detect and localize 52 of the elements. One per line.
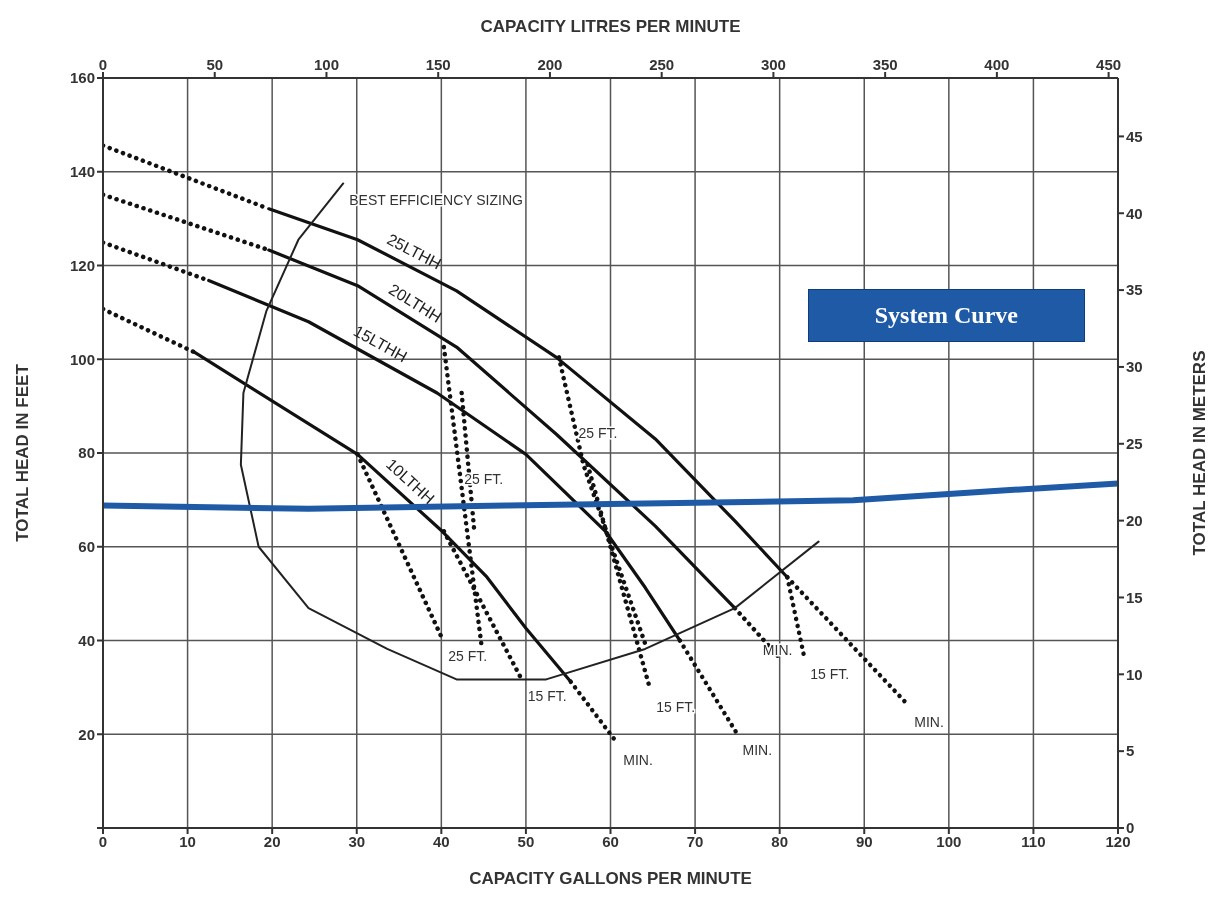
x2-tick-label: 350 <box>872 56 898 73</box>
y-tick-label: 160 <box>69 69 95 87</box>
y-axis-title: TOTAL HEAD IN FEET <box>13 363 33 542</box>
annotation: MIN. <box>623 752 653 769</box>
annotation: 25 FT. <box>464 471 504 488</box>
annotation: 15 FT. <box>527 688 567 705</box>
y2-tick-label: 5 <box>1126 742 1135 760</box>
x-tick-label: 10 <box>179 832 196 850</box>
y2-tick-label: 45 <box>1126 127 1143 145</box>
text: System Curve <box>807 288 1085 342</box>
y2-tick-label: 20 <box>1126 511 1143 529</box>
x-tick-label: 0 <box>98 832 108 850</box>
x2-tick-label: 250 <box>649 56 675 73</box>
y2-tick-label: 30 <box>1126 358 1143 376</box>
annotation: MIN. <box>742 741 773 758</box>
y2-tick-label: 10 <box>1126 665 1143 683</box>
y2-tick-label: 35 <box>1126 281 1143 299</box>
x-axis-title: CAPACITY GALLONS PER MINUTE <box>469 869 752 888</box>
y-tick-label: 80 <box>78 444 95 462</box>
x-tick-label: 20 <box>263 832 281 850</box>
annotation: MIN. <box>914 714 944 731</box>
x-tick-label: 90 <box>855 832 873 850</box>
y2-tick-label: 15 <box>1126 588 1143 606</box>
x2-tick-label: 300 <box>760 56 786 73</box>
x2-tick-label: 0 <box>98 56 108 73</box>
x2-tick-label: 400 <box>984 56 1010 73</box>
y2-tick-label: 25 <box>1126 435 1143 453</box>
y-tick-label: 20 <box>78 725 95 743</box>
annotation: 15 FT. <box>656 698 696 715</box>
x-tick-label: 50 <box>517 832 535 850</box>
x2-tick-label: 200 <box>537 56 563 73</box>
x-tick-label: 60 <box>602 832 619 850</box>
x2-axis-title: CAPACITY LITRES PER MINUTE <box>480 17 741 37</box>
x2-tick-label: 50 <box>206 56 224 73</box>
x-tick-label: 70 <box>686 832 704 850</box>
x-tick-label: 80 <box>771 832 789 850</box>
x2-tick-label: 450 <box>1096 56 1122 73</box>
annotation: 15 FT. <box>810 665 850 682</box>
x-tick-label: 40 <box>432 832 450 850</box>
annotation: 25 FT. <box>448 647 488 664</box>
y-tick-label: 140 <box>69 163 95 181</box>
y-tick-label: 120 <box>69 256 95 274</box>
x-tick-label: 30 <box>348 832 366 850</box>
x-tick-label: 110 <box>1021 832 1046 850</box>
y-tick-label: 40 <box>78 631 95 649</box>
y2-tick-label: 40 <box>1126 204 1143 222</box>
y-tick-label: 100 <box>69 350 95 368</box>
x2-tick-label: 100 <box>313 56 339 73</box>
x-tick-label: 100 <box>936 832 962 850</box>
y2-axis-title: TOTAL HEAD IN METERS <box>1190 350 1210 556</box>
y-tick-label: 60 <box>78 538 95 556</box>
x2-tick-label: 150 <box>425 56 451 73</box>
